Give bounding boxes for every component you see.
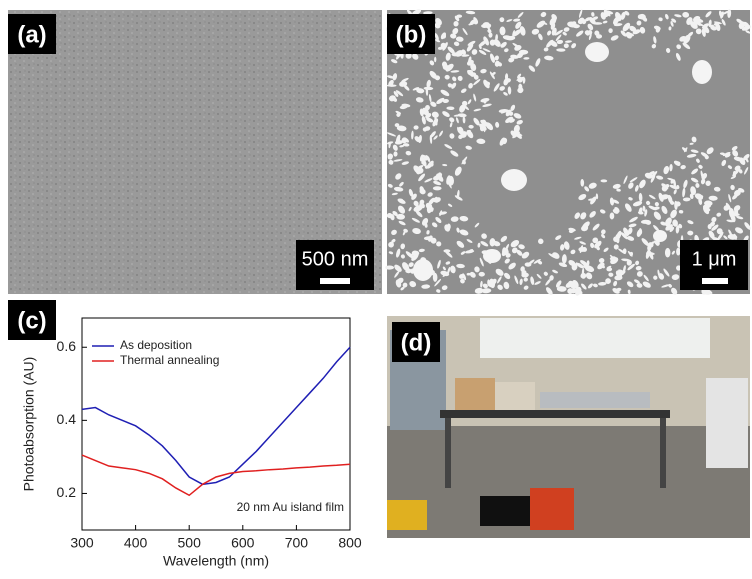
y-tick-label: 0.6 — [57, 338, 77, 354]
leg — [445, 418, 451, 488]
x-axis-label: Wavelength (nm) — [163, 553, 269, 569]
window — [480, 318, 710, 358]
tube — [540, 392, 650, 408]
photo — [387, 316, 750, 538]
panel-label: (d) — [401, 329, 432, 356]
y-axis-label: Photoabsorption (AU) — [21, 357, 37, 492]
particle — [665, 248, 670, 258]
x-tick-label: 300 — [70, 535, 94, 551]
panel-label: (c) — [17, 307, 46, 334]
annotation: 20 nm Au island film — [237, 500, 344, 514]
particle — [692, 60, 712, 84]
panel-label: (a) — [17, 21, 46, 48]
box — [495, 382, 535, 412]
particle — [483, 249, 501, 263]
table — [440, 410, 670, 418]
x-tick-label: 600 — [231, 535, 255, 551]
y-tick-label: 0.2 — [57, 484, 77, 500]
leg — [660, 418, 666, 488]
mat — [387, 500, 427, 530]
x-tick-label: 500 — [178, 535, 202, 551]
particle — [479, 272, 485, 277]
x-tick-label: 700 — [285, 535, 309, 551]
particle — [585, 42, 609, 62]
panel-label: (b) — [396, 21, 427, 48]
pump-motor — [530, 488, 574, 530]
chiller — [706, 378, 748, 468]
legend-label: Thermal annealing — [120, 353, 219, 367]
scale-bar — [702, 278, 728, 284]
series-line — [82, 347, 350, 484]
particle — [653, 230, 667, 242]
particle — [610, 212, 615, 219]
legend-label: As deposition — [120, 338, 192, 352]
x-tick-label: 400 — [124, 535, 148, 551]
chart: 300 400 500 600 700 800 0.2 0.4 0.6 Wavelength (n… — [21, 318, 362, 569]
scale-bar — [320, 278, 350, 284]
x-tick-label: 800 — [338, 535, 362, 551]
series-line — [82, 455, 350, 495]
particle — [501, 169, 527, 191]
scale-bar-label: 1 μm — [692, 248, 737, 270]
particle — [413, 259, 433, 281]
scale-bar-label: 500 nm — [302, 248, 369, 270]
figure: (a) 500 nm (b) 1 μm (c) 300 400 500 600 700 8… — [0, 0, 752, 574]
y-tick-label: 0.4 — [57, 411, 77, 427]
box — [455, 378, 495, 410]
